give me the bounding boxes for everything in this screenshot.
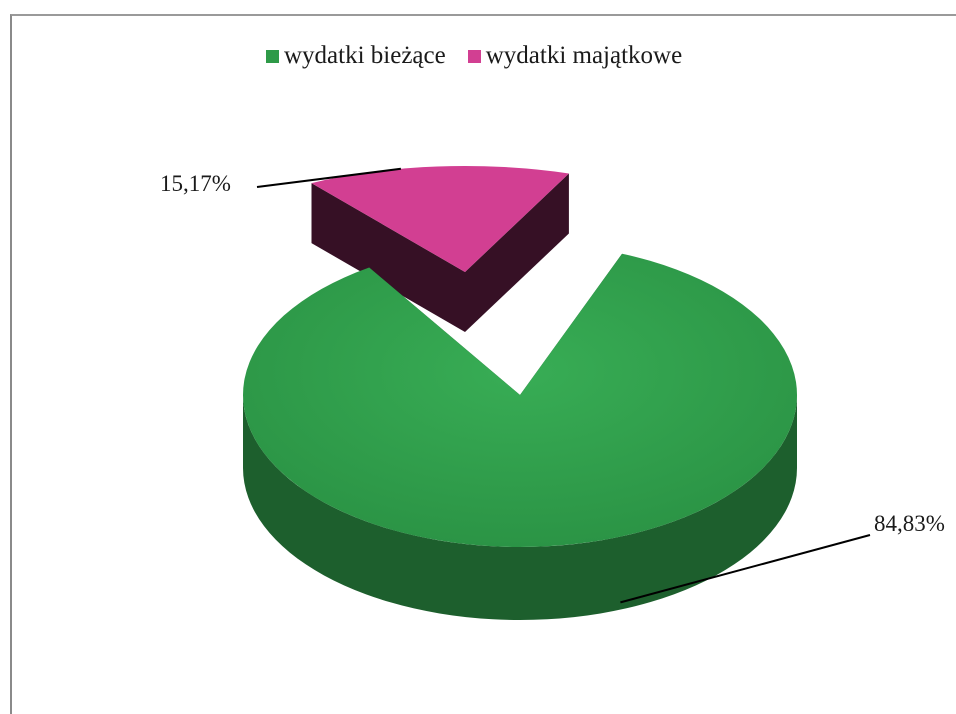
pie-top-layer bbox=[243, 253, 798, 620]
data-label-1: 15,17% bbox=[160, 171, 231, 196]
pie-side-layer bbox=[311, 166, 569, 332]
data-label-0: 84,83% bbox=[874, 511, 945, 536]
legend-label-property-expenses: wydatki majątkowe bbox=[485, 42, 683, 69]
pie-slice-1 bbox=[311, 166, 569, 332]
leader-line-1 bbox=[256, 167, 402, 188]
pie-slice-wall-0 bbox=[243, 395, 797, 620]
leader-line-0 bbox=[620, 534, 871, 604]
legend-label-current-expenses: wydatki bieżące bbox=[284, 42, 446, 69]
pie-slice-top-0 bbox=[243, 253, 798, 547]
chart-frame bbox=[10, 14, 956, 714]
legend-item-current-expenses: wydatki bieżące bbox=[266, 42, 446, 70]
legend-swatch-current-expenses bbox=[266, 49, 279, 63]
legend-item-property-expenses: wydatki majątkowe bbox=[467, 42, 683, 70]
chart-legend: wydatki bieżące wydatki majątkowe bbox=[266, 42, 704, 70]
pie-slice-0 bbox=[243, 253, 798, 620]
pie-slice-top-1 bbox=[311, 166, 569, 272]
pie-label-layer: 84,83% 15,17% bbox=[160, 167, 945, 604]
pie-slice-face-1-1 bbox=[465, 173, 569, 332]
pie-slice-face-1-0 bbox=[311, 183, 465, 332]
legend-swatch-property-expenses bbox=[467, 49, 481, 63]
